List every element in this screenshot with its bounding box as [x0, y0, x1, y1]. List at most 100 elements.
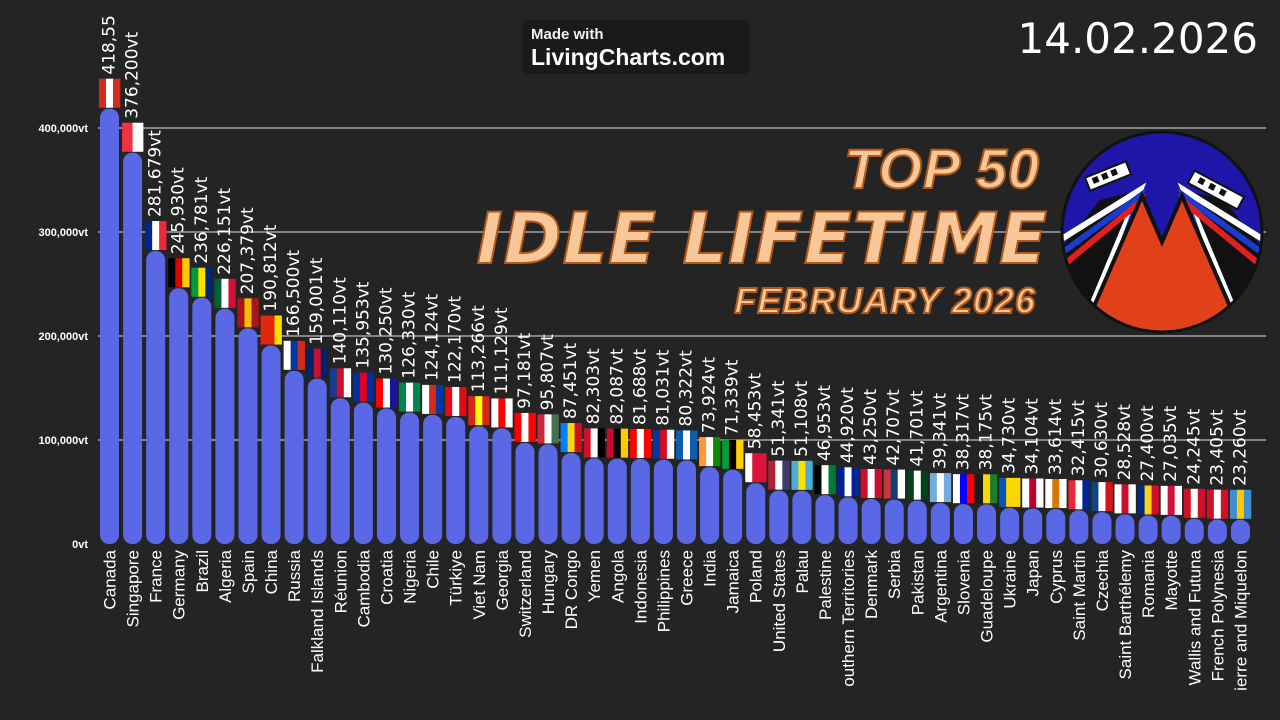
value-label: 81,031vt	[653, 349, 673, 426]
category-label: United States	[770, 550, 789, 652]
bar	[1069, 510, 1089, 544]
value-label: 207,379vt	[238, 207, 258, 294]
y-tick-label: 100,000vt	[38, 435, 88, 447]
category-label: France	[147, 550, 166, 603]
bar	[977, 504, 997, 544]
value-label: 82,303vt	[584, 348, 604, 425]
bar	[953, 504, 973, 544]
value-label: 80,322vt	[677, 350, 697, 427]
bar	[1000, 507, 1020, 544]
value-label: 95,807vt	[538, 334, 558, 411]
flag-icon	[699, 437, 721, 467]
category-label: China	[262, 549, 281, 594]
title-february: FEBRUARY 2026	[733, 279, 1036, 322]
category-label: Denmark	[862, 550, 881, 619]
flag-icon	[1022, 478, 1044, 508]
bar	[930, 503, 950, 544]
value-label: 113,266vt	[469, 305, 489, 392]
title-top50: TOP 50	[843, 136, 1040, 201]
value-label: 24,245vt	[1184, 408, 1204, 485]
category-label: Canada	[101, 549, 120, 609]
value-label: 27,035vt	[1161, 405, 1181, 482]
value-label: 159,001vt	[307, 257, 327, 344]
flag-icon	[1091, 482, 1113, 512]
flag-icon	[306, 348, 329, 378]
value-label: 34,104vt	[1023, 398, 1043, 475]
value-label: 126,330vt	[400, 291, 420, 378]
flag-icon	[929, 473, 952, 503]
flag-icon	[514, 412, 536, 442]
y-tick-label: 300,000vt	[38, 227, 88, 239]
value-label: 226,151vt	[215, 187, 235, 274]
value-label: 97,181vt	[515, 332, 535, 409]
category-label: Poland	[747, 550, 766, 603]
flag-icon	[283, 340, 305, 370]
category-label: Japan	[1024, 550, 1043, 596]
flag-icon	[976, 474, 998, 504]
date-label: 14.02.2026	[1017, 14, 1258, 63]
value-label: 41,701vt	[907, 390, 927, 467]
bar	[1161, 515, 1181, 544]
bar	[353, 402, 373, 544]
y-tick-label: 400,000vt	[38, 123, 88, 135]
category-label: Croatia	[377, 549, 396, 604]
value-label: 32,415vt	[1069, 400, 1089, 477]
bar	[376, 408, 396, 544]
value-label: 23,260vt	[1230, 409, 1250, 486]
bar	[123, 152, 143, 544]
value-label: 34,730vt	[1000, 397, 1020, 474]
flag-icon	[745, 453, 767, 483]
bar	[700, 467, 720, 544]
category-label: ierre and Miquelon	[1231, 550, 1250, 691]
value-label: 39,341vt	[930, 393, 950, 470]
value-label: 87,451vt	[561, 343, 581, 420]
flag-icon	[375, 378, 398, 408]
value-label: 71,339vt	[723, 359, 743, 436]
category-label: Palestine	[816, 550, 835, 620]
category-label: Ukraine	[1001, 550, 1020, 609]
bar	[146, 251, 166, 544]
value-label: 43,250vt	[861, 388, 881, 465]
flag-icon	[1229, 489, 1252, 519]
category-label: Switzerland	[516, 550, 535, 638]
category-label: Greece	[678, 550, 697, 606]
bar	[261, 345, 281, 544]
bar	[584, 458, 604, 544]
bar	[838, 497, 858, 544]
bar	[423, 414, 443, 544]
bar	[653, 459, 673, 544]
flag-icon	[952, 474, 975, 504]
value-label: 58,453vt	[746, 373, 766, 450]
flag-icon	[583, 428, 605, 458]
flag-icon	[860, 469, 882, 499]
category-label: Singapore	[124, 550, 143, 628]
category-label: Saint Barthélemy	[1116, 550, 1135, 680]
category-label: Algeria	[216, 549, 235, 602]
category-label: Spain	[239, 550, 258, 593]
category-label: Chile	[424, 550, 443, 589]
flag-icon	[537, 414, 559, 444]
made-with-badge[interactable]: Made with LivingCharts.com	[522, 20, 750, 74]
value-label: 135,953vt	[353, 281, 373, 368]
bar	[215, 308, 235, 544]
category-label: Jamaica	[724, 549, 743, 613]
value-label: 236,781vt	[192, 176, 212, 263]
category-label: Georgia	[493, 549, 512, 610]
title-idle-lifetime: IDLE LIFETIME	[476, 197, 1048, 281]
flag-icon	[676, 430, 698, 460]
category-label: Russia	[285, 549, 304, 602]
bar	[307, 378, 327, 544]
flag-icon	[352, 372, 375, 402]
category-label: Indonesia	[631, 549, 650, 623]
category-label: DR Congo	[562, 550, 581, 629]
bar	[492, 428, 512, 544]
value-label: 73,924vt	[700, 357, 720, 434]
value-label: 190,812vt	[261, 224, 281, 311]
bar	[238, 328, 258, 544]
category-label: Czechia	[1093, 549, 1112, 611]
flag-icon	[1160, 485, 1182, 515]
bar	[907, 500, 927, 544]
flag-icon	[191, 267, 213, 297]
category-label: Palau	[793, 550, 812, 593]
flag-icon	[883, 469, 906, 499]
